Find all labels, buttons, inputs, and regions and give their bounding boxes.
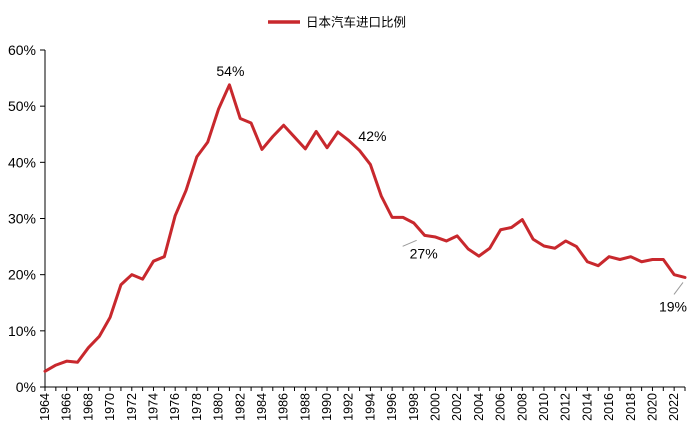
x-tick-label: 1990 xyxy=(320,393,334,421)
x-tick-label: 2018 xyxy=(624,393,638,421)
x-axis: 1964 1966 1968 1970 1972 1974 1976 1978 1980 1982… xyxy=(38,386,686,421)
x-tick-label: 1984 xyxy=(255,393,269,421)
data-label: 19% xyxy=(659,298,687,314)
x-tick-label: 1964 xyxy=(38,393,52,421)
data-label: 27% xyxy=(410,245,438,261)
x-tick-label: 1980 xyxy=(212,393,226,421)
x-tick-label: 1988 xyxy=(298,393,312,421)
x-tick-label: 1966 xyxy=(60,393,74,421)
x-tick-label: 1970 xyxy=(103,393,117,421)
annotation-leader-line xyxy=(673,282,684,295)
x-tick-label: 2006 xyxy=(494,393,508,421)
x-tick-label: 1974 xyxy=(146,393,160,421)
x-tick-label: 1996 xyxy=(385,393,399,421)
y-tick-label: 30% xyxy=(8,211,36,227)
series-line xyxy=(43,83,687,373)
data-label: 42% xyxy=(358,128,386,144)
legend-label: 日本汽车进口比例 xyxy=(306,15,406,30)
y-axis: 0% 10% 20% 30% 40% 50% 60% xyxy=(8,42,46,395)
x-tick-label: 1998 xyxy=(407,393,421,421)
x-tick-label: 1978 xyxy=(190,393,204,421)
y-tick-label: 60% xyxy=(8,42,36,58)
x-tick-label: 2002 xyxy=(450,393,464,421)
x-tick-label: 2010 xyxy=(537,393,551,421)
y-tick-label: 20% xyxy=(8,267,36,283)
x-tick-label: 2014 xyxy=(580,393,594,421)
annotation-leader-line xyxy=(402,239,417,247)
y-tick-label: 10% xyxy=(8,323,36,339)
x-tick-label: 1976 xyxy=(168,393,182,421)
x-tick-label: 2022 xyxy=(667,393,681,421)
y-tick-label: 50% xyxy=(8,98,36,114)
x-tick-label: 2000 xyxy=(429,393,443,421)
y-tick-label: 40% xyxy=(8,154,36,170)
x-tick-label: 1992 xyxy=(342,393,356,421)
x-tick-label: 2008 xyxy=(515,393,529,421)
series-layer xyxy=(43,83,687,373)
x-tick-label: 1972 xyxy=(125,393,139,421)
x-tick-label: 2004 xyxy=(472,393,486,421)
x-tick-label: 1968 xyxy=(81,393,95,421)
x-tick-label: 2020 xyxy=(645,393,659,421)
x-tick-label: 2012 xyxy=(559,393,573,421)
data-label: 54% xyxy=(216,63,244,79)
x-tick-label: 1982 xyxy=(233,393,247,421)
y-tick-label: 0% xyxy=(16,379,36,395)
x-tick-label: 1986 xyxy=(277,393,291,421)
x-tick-label: 2016 xyxy=(602,393,616,421)
legend: 日本汽车进口比例 xyxy=(268,15,406,30)
annotation-layer: 54% 42% 27% 19% xyxy=(216,63,687,315)
x-tick-label: 1994 xyxy=(363,393,377,421)
